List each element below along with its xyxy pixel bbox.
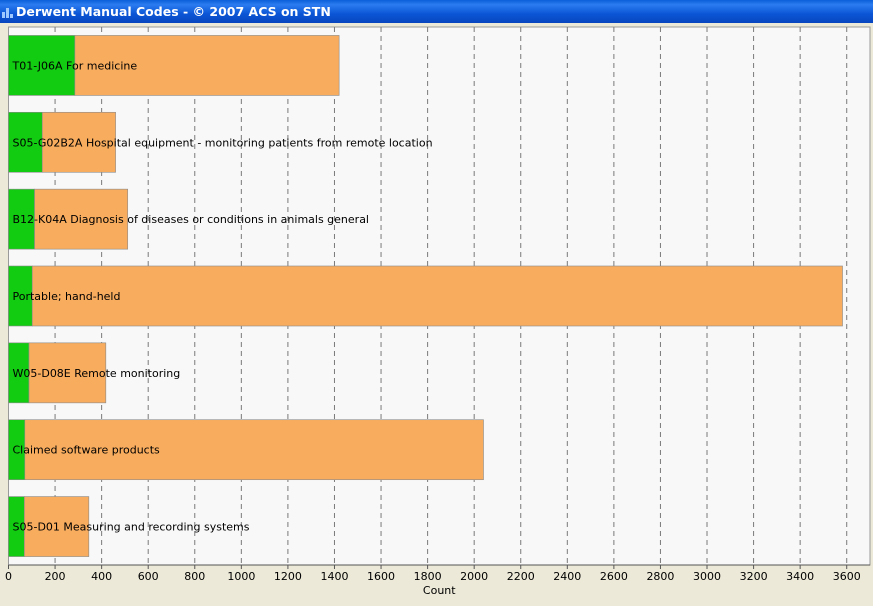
x-tick-label: 400 [91, 570, 112, 583]
x-tick-label: 3000 [693, 570, 721, 583]
category-label: S05-D01 Measuring and recording systems [13, 521, 250, 534]
x-tick-label: 2000 [460, 570, 488, 583]
bar-segment [24, 419, 484, 481]
category-label: Portable; hand-held [13, 290, 121, 303]
x-tick-label: 2400 [553, 570, 581, 583]
category-label: Claimed software products [13, 444, 161, 457]
x-tick-label: 1000 [227, 570, 255, 583]
bar-segment [41, 111, 116, 173]
chart-app-icon [2, 5, 14, 18]
bar-chart: T01-J06A For medicine S05-G02B2A Hospital… [5, 26, 871, 597]
bar-segment [74, 35, 340, 96]
x-tick-label: 3200 [740, 570, 768, 583]
x-tick-label: 0 [5, 570, 12, 583]
x-tick-label: 1400 [320, 570, 348, 583]
bar-segment [8, 188, 35, 250]
bar-segment [28, 342, 107, 404]
bar-segment [8, 111, 43, 173]
bar-segment [31, 265, 843, 327]
x-tick-label: 1200 [274, 570, 302, 583]
category-label: B12-K04A Diagnosis of diseases or condit… [13, 213, 370, 226]
window-title: Derwent Manual Codes - © 2007 ACS on STN [16, 4, 331, 19]
bar-series [8, 35, 843, 557]
x-tick-label: 2800 [646, 570, 674, 583]
bar-segment [24, 496, 90, 557]
x-tick-label: 2200 [507, 570, 535, 583]
bar-segment [8, 35, 76, 96]
x-axis-label: Count [423, 584, 456, 597]
category-labels: T01-J06A For medicine S05-G02B2A Hospital… [12, 59, 433, 533]
x-tick-label: 3400 [786, 570, 814, 583]
x-tick-label: 200 [45, 570, 66, 583]
category-label: T01-J06A For medicine [12, 59, 138, 72]
category-label: S05-G02B2A Hospital equipment - monitori… [13, 136, 433, 149]
x-axis: 0 200 400 600 800 1000 1200 1400 1600 1800 2000 220… [5, 564, 870, 583]
bar-segment [34, 188, 129, 250]
title-bar[interactable]: Derwent Manual Codes - © 2007 ACS on STN [0, 0, 873, 23]
x-tick-label: 600 [138, 570, 159, 583]
category-label: W05-D08E Remote monitoring [13, 367, 181, 380]
x-tick-label: 1800 [414, 570, 442, 583]
x-tick-label: 3600 [833, 570, 861, 583]
x-tick-label: 800 [184, 570, 205, 583]
x-tick-label: 2600 [600, 570, 628, 583]
chart-area: T01-J06A For medicine S05-G02B2A Hospital… [0, 23, 873, 601]
x-tick-label: 1600 [367, 570, 395, 583]
